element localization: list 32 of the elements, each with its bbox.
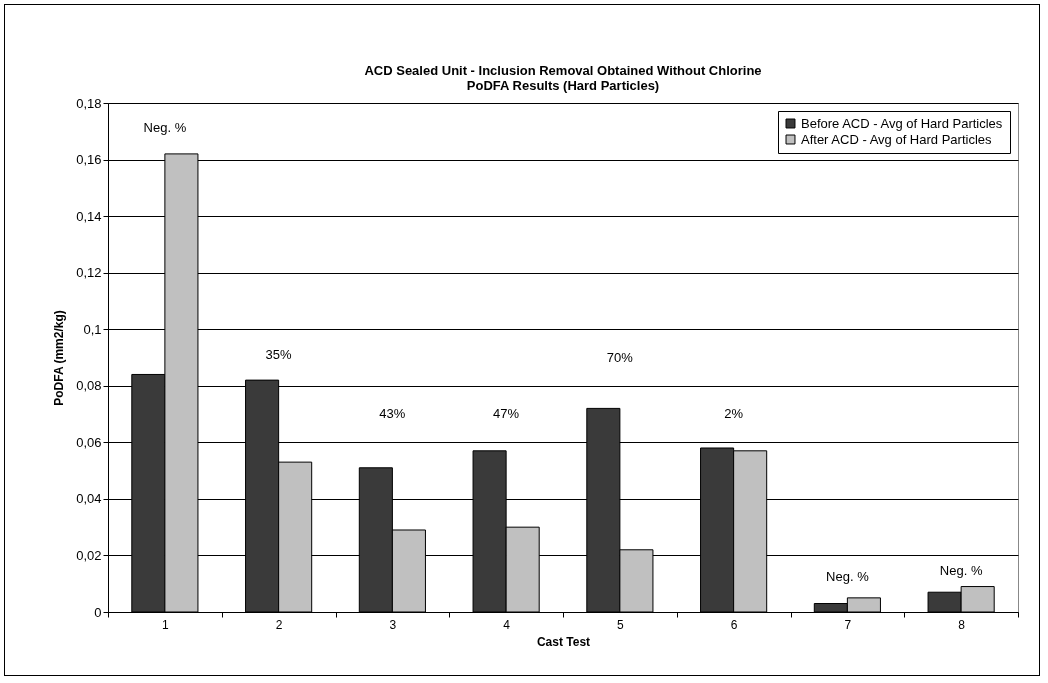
x-tick-label: 2 xyxy=(275,617,283,632)
y-tick-label: 0,18 xyxy=(76,95,102,111)
annotation: Neg. % xyxy=(939,563,983,578)
annotation: 47% xyxy=(493,406,520,422)
chart-title: ACD Sealed Unit - Inclusion Removal Obtained Without Chlorine xyxy=(364,63,762,78)
chart-subtitle: PoDFA Results (Hard Particles) xyxy=(466,78,660,93)
annotation: 43% xyxy=(379,406,406,422)
y-tick-label: 0,02 xyxy=(76,547,102,563)
x-tick-label: 1 xyxy=(162,617,170,632)
y-tick-label: 0,04 xyxy=(76,491,102,507)
y-tick-label: 0,06 xyxy=(76,434,102,450)
y-tick-label: 0,08 xyxy=(76,378,102,394)
x-tick-label: 3 xyxy=(389,617,397,632)
legend-label: Before ACD - Avg of Hard Particles xyxy=(801,115,1003,131)
y-tick-label: 0 xyxy=(94,604,102,620)
annotation: 70% xyxy=(606,349,634,365)
annotation: Neg. % xyxy=(826,568,870,584)
y-tick-label: 0,12 xyxy=(76,265,102,281)
x-tick-label: 4 xyxy=(503,617,511,632)
legend-label: After ACD - Avg of Hard Particles xyxy=(801,131,992,147)
x-tick-label: 7 xyxy=(844,617,852,632)
x-tick-label: 5 xyxy=(617,617,625,632)
y-axis-title: PoDFA (mm2/kg) xyxy=(52,310,67,406)
annotation: 35% xyxy=(265,346,293,362)
y-tick-label: 0,14 xyxy=(76,208,102,224)
x-axis-title: Cast Test xyxy=(536,634,591,649)
x-tick-label: 8 xyxy=(958,617,966,632)
y-tick-label: 0,1 xyxy=(83,321,102,337)
x-tick-label: 6 xyxy=(730,617,738,632)
annotation: 2% xyxy=(724,406,744,422)
annotation: Neg. % xyxy=(143,120,187,136)
y-tick-label: 0,16 xyxy=(76,152,102,168)
